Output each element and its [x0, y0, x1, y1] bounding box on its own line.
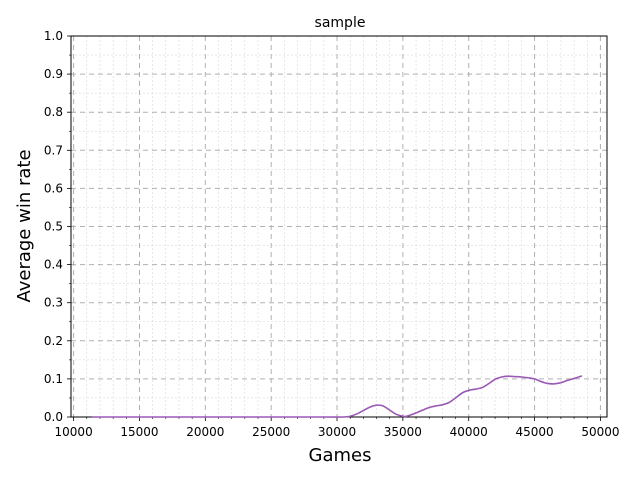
x-tick-label: 35000: [384, 425, 422, 439]
chart-title: sample: [315, 15, 366, 31]
y-tick-label: 0.5: [44, 220, 63, 234]
y-axis-label: Average win rate: [14, 149, 35, 302]
y-axis: 0.0 0.1 0.2 0.3 0.4 0.5 0.6 0.7 0.8 0.9 1.0: [44, 29, 71, 424]
y-tick-label: 0.6: [44, 181, 63, 195]
x-tick-label: 40000: [450, 425, 488, 439]
x-tick-label: 25000: [252, 425, 290, 439]
y-tick-label: 0.0: [44, 410, 63, 424]
y-tick-label: 0.7: [44, 143, 63, 157]
x-axis: 10000 15000 20000 25000 30000 35000 40000 45000…: [55, 417, 620, 439]
x-tick-label: 15000: [120, 425, 158, 439]
minor-grid: [71, 36, 607, 417]
x-axis-label: Games: [309, 445, 372, 466]
y-tick-label: 0.1: [44, 372, 63, 386]
x-tick-label: 50000: [581, 425, 619, 439]
y-tick-label: 1.0: [44, 29, 63, 43]
y-tick-label: 0.9: [44, 67, 63, 81]
x-tick-label: 45000: [515, 425, 553, 439]
y-tick-label: 0.4: [44, 258, 63, 272]
x-tick-label: 30000: [318, 425, 356, 439]
y-tick-label: 0.8: [44, 105, 63, 119]
y-tick-label: 0.2: [44, 334, 63, 348]
x-tick-label: 10000: [55, 425, 93, 439]
y-tick-label: 0.3: [44, 296, 63, 310]
x-tick-label: 20000: [186, 425, 224, 439]
